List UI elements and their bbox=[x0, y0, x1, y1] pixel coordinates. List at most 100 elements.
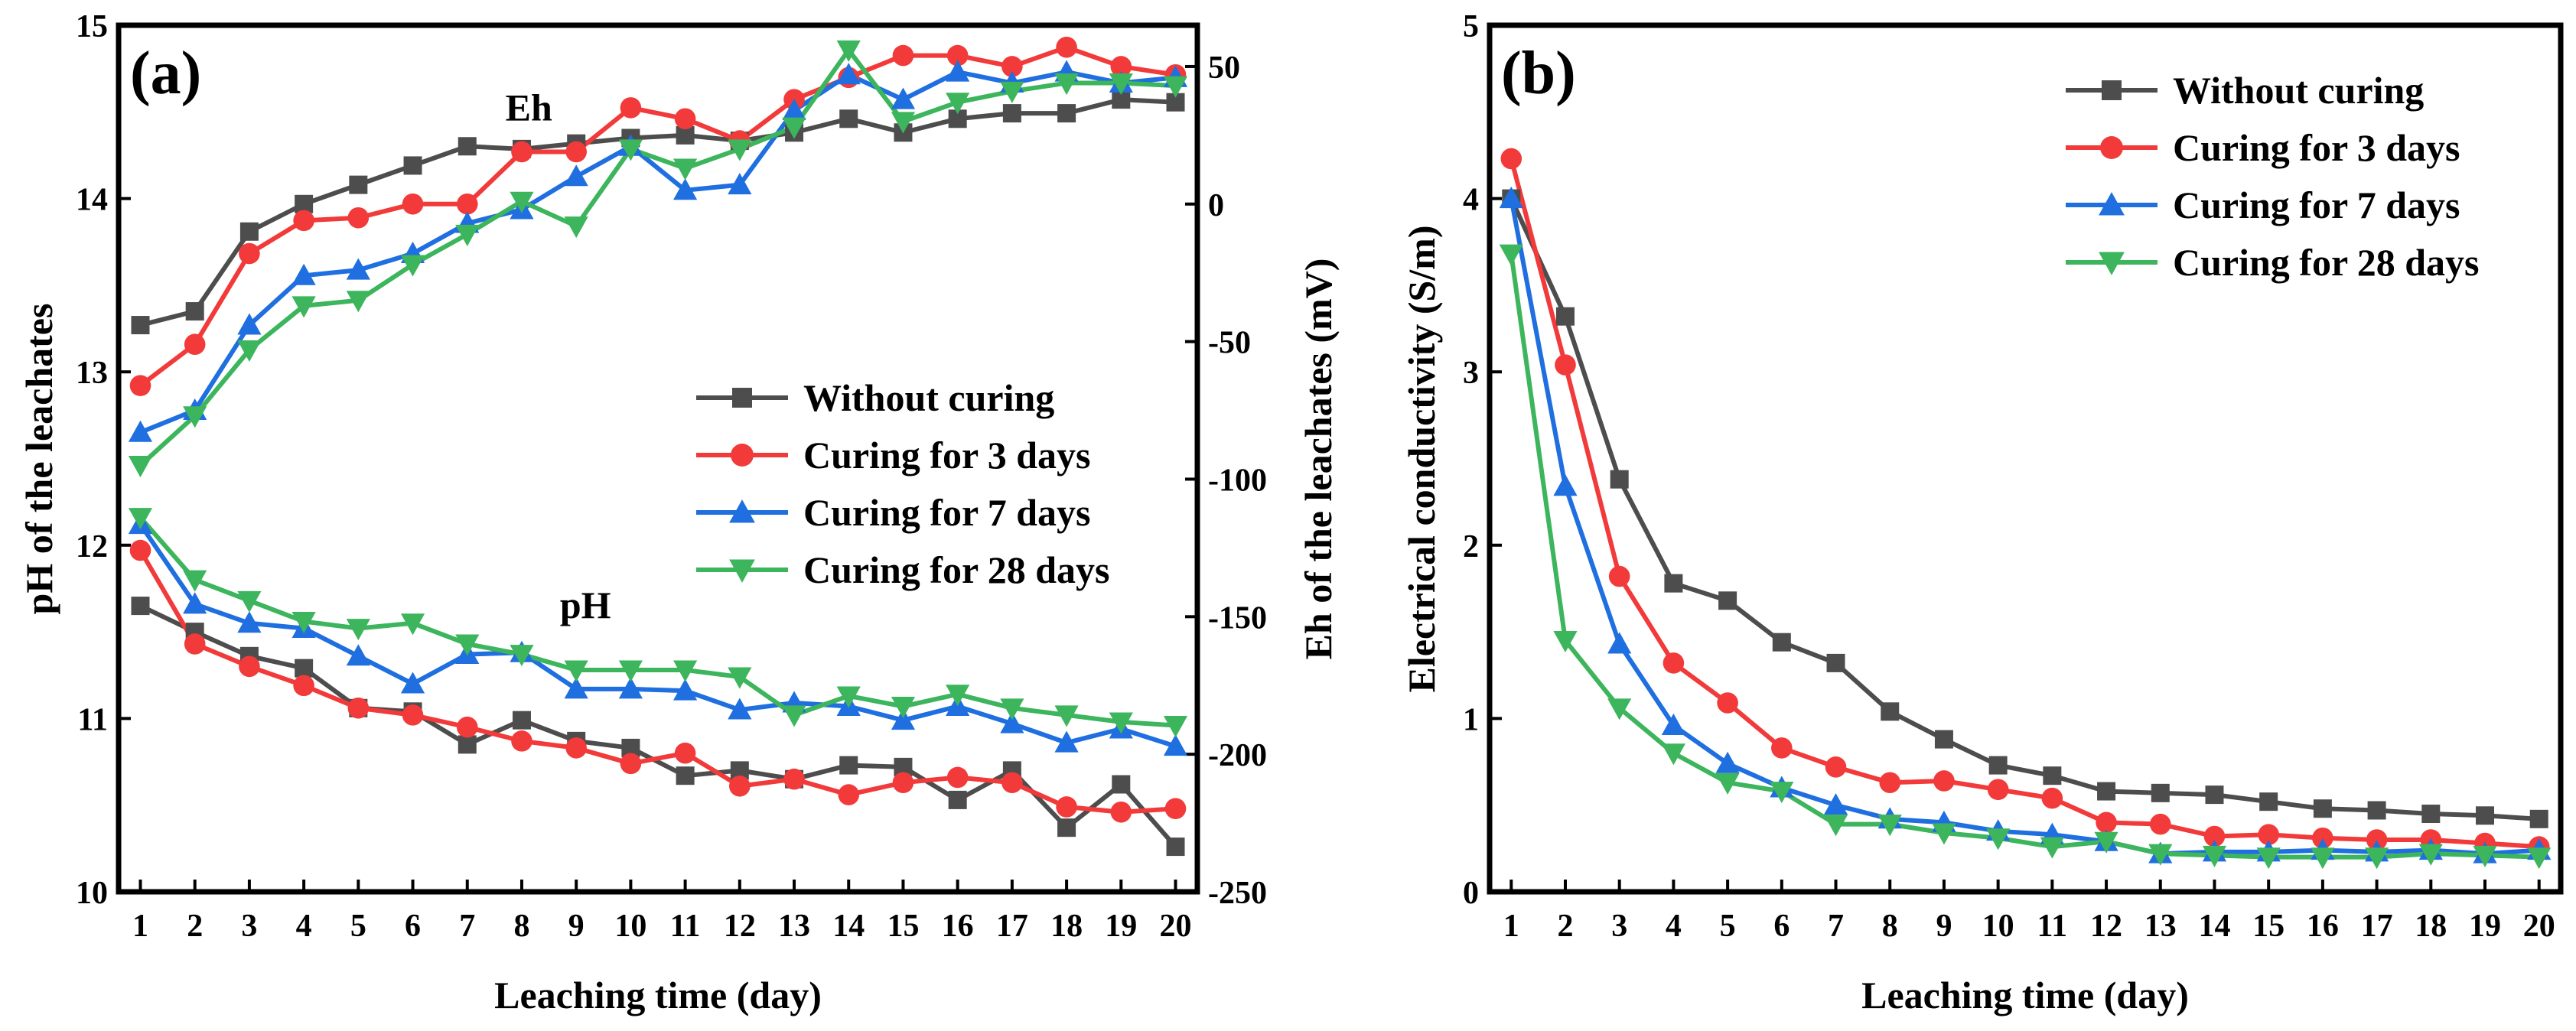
panel-a-ylabel-left: pH of the leachates bbox=[18, 304, 60, 615]
x-tick-label: 10 bbox=[1982, 909, 2014, 944]
data-point-eh-curing-3-days bbox=[456, 193, 478, 215]
data-point-ec-curing-3-days bbox=[1608, 565, 1630, 587]
data-point-eh-curing-3-days bbox=[946, 44, 969, 67]
data-point-eh-curing-7-days bbox=[346, 258, 370, 280]
data-point-ph-curing-7-days bbox=[1000, 711, 1024, 733]
data-point-ph-without-curing bbox=[1112, 775, 1131, 794]
data-point-eh-curing-3-days bbox=[620, 97, 642, 119]
data-point-ph-curing-7-days bbox=[1054, 730, 1079, 753]
data-point-ph-curing-28-days bbox=[346, 619, 370, 641]
data-point-ph-without-curing bbox=[1166, 837, 1185, 857]
data-point-eh-curing-7-days bbox=[891, 87, 916, 109]
data-point-eh-curing-7-days bbox=[564, 164, 588, 187]
data-point-ph-curing-3-days bbox=[129, 539, 151, 561]
data-point-ph-curing-28-days bbox=[237, 590, 262, 613]
data-point-ec-curing-28-days bbox=[2202, 845, 2227, 868]
data-point-ph-without-curing bbox=[948, 790, 967, 809]
x-tick-label: 17 bbox=[2361, 909, 2393, 944]
panel-a-ticks: 1 2 3 4 5 6 7 8 9 10 11 12 13 14 15 16 17 18 19 20101112131… bbox=[76, 9, 1267, 944]
x-tick-label: 19 bbox=[1105, 909, 1137, 944]
x-tick-label: 3 bbox=[1611, 909, 1627, 944]
x-tick-label: 13 bbox=[778, 909, 810, 944]
data-point-ph-curing-3-days bbox=[838, 784, 860, 805]
legend-marker-without-curing bbox=[732, 388, 752, 408]
data-point-ec-curing-3-days bbox=[1879, 772, 1901, 794]
data-point-eh-without-curing bbox=[131, 316, 150, 335]
data-point-ec-curing-3-days bbox=[1717, 692, 1738, 714]
data-point-eh-curing-28-days bbox=[728, 139, 752, 161]
data-point-ph-curing-3-days bbox=[184, 633, 206, 655]
x-tick-label: 18 bbox=[1050, 909, 1083, 944]
data-point-ph-curing-7-days bbox=[346, 644, 370, 666]
x-tick-label: 3 bbox=[241, 909, 257, 944]
data-point-ec-curing-7-days bbox=[1499, 187, 1523, 209]
data-point-eh-without-curing bbox=[295, 194, 314, 213]
series-line-ph-curing-28-days bbox=[138, 516, 1176, 728]
data-point-ph-curing-7-days bbox=[891, 708, 916, 730]
data-point-ec-without-curing bbox=[1881, 702, 1900, 721]
data-point-ph-curing-3-days bbox=[620, 753, 642, 775]
data-point-ph-curing-7-days bbox=[618, 677, 643, 699]
data-point-ec-curing-3-days bbox=[1500, 148, 1522, 170]
data-point-ph-curing-28-days bbox=[891, 697, 916, 719]
ph-annotation: pH bbox=[560, 584, 611, 626]
x-tick-label: 1 bbox=[132, 909, 148, 944]
x-tick-label: 20 bbox=[1160, 909, 1192, 944]
data-point-ph-curing-28-days bbox=[946, 685, 970, 707]
data-point-eh-curing-3-days bbox=[239, 242, 260, 265]
legend-label-curing-7-days: Curing for 7 days bbox=[803, 491, 1091, 534]
data-point-ec-curing-28-days bbox=[1499, 244, 1523, 266]
x-tick-label: 20 bbox=[2523, 909, 2555, 944]
eh-annotation: Eh bbox=[506, 86, 552, 129]
data-point-ph-curing-3-days bbox=[456, 716, 478, 738]
series-line-ec-without-curing bbox=[1509, 197, 2539, 821]
data-point-ph-curing-28-days bbox=[564, 660, 588, 682]
data-point-ec-curing-28-days bbox=[2418, 844, 2443, 866]
data-point-eh-curing-7-days bbox=[291, 263, 316, 285]
data-point-ph-without-curing bbox=[512, 711, 531, 730]
data-point-ph-without-curing bbox=[1057, 818, 1076, 837]
data-point-ec-curing-28-days bbox=[2040, 837, 2064, 859]
data-point-eh-curing-7-days bbox=[836, 63, 861, 85]
legend-marker-curing-3-days bbox=[731, 444, 754, 467]
data-point-ec-curing-3-days bbox=[2366, 829, 2388, 850]
data-point-eh-curing-28-days bbox=[618, 139, 643, 161]
data-point-ph-curing-3-days bbox=[1056, 796, 1077, 818]
data-point-ec-curing-3-days bbox=[1555, 354, 1576, 376]
data-point-ec-without-curing bbox=[2421, 805, 2441, 824]
panel-b-ylabel: Electrical conductivity (S/m) bbox=[1400, 226, 1443, 693]
data-point-eh-curing-3-days bbox=[511, 141, 532, 163]
x-tick-label: 2 bbox=[1557, 909, 1573, 944]
data-point-ph-curing-28-days bbox=[1109, 712, 1133, 734]
legend-label-curing-28-days: Curing for 28 days bbox=[803, 548, 1110, 591]
data-point-ec-without-curing bbox=[1826, 653, 1845, 672]
y-tick-label: 1 bbox=[1463, 702, 1479, 737]
x-tick-label: 12 bbox=[724, 909, 756, 944]
x-tick-label: 19 bbox=[2469, 909, 2501, 944]
y-tick-label: -150 bbox=[1208, 600, 1267, 636]
data-point-eh-curing-3-days bbox=[129, 375, 151, 396]
data-point-ec-curing-3-days bbox=[2149, 813, 2171, 835]
data-point-eh-curing-28-days bbox=[836, 40, 861, 62]
x-tick-label: 11 bbox=[2037, 909, 2068, 944]
panel-a-xlabel: Leaching time (day) bbox=[494, 974, 822, 1016]
data-point-ph-curing-28-days bbox=[183, 570, 207, 592]
legend-label-curing-7-days: Curing for 7 days bbox=[2173, 184, 2460, 226]
series-line-eh-curing-28-days bbox=[138, 47, 1176, 467]
data-point-eh-curing-28-days bbox=[237, 340, 262, 363]
data-point-ec-curing-7-days bbox=[1607, 632, 1632, 654]
data-point-eh-curing-28-days bbox=[564, 216, 588, 239]
data-point-ph-curing-28-days bbox=[673, 660, 698, 682]
data-point-ph-curing-28-days bbox=[291, 612, 316, 634]
series-line-ec-curing-28-days bbox=[1509, 253, 2539, 860]
data-point-eh-curing-3-days bbox=[347, 207, 370, 229]
y-tick-label: 11 bbox=[77, 702, 108, 737]
x-tick-label: 18 bbox=[2415, 909, 2447, 944]
data-point-eh-curing-28-days bbox=[891, 112, 916, 134]
data-point-ph-curing-3-days bbox=[347, 698, 370, 719]
data-point-ph-curing-3-days bbox=[892, 772, 914, 794]
data-point-ec-curing-28-days bbox=[2148, 844, 2173, 866]
legend-marker-curing-28-days bbox=[2099, 252, 2125, 275]
data-point-eh-curing-28-days bbox=[1000, 81, 1024, 103]
